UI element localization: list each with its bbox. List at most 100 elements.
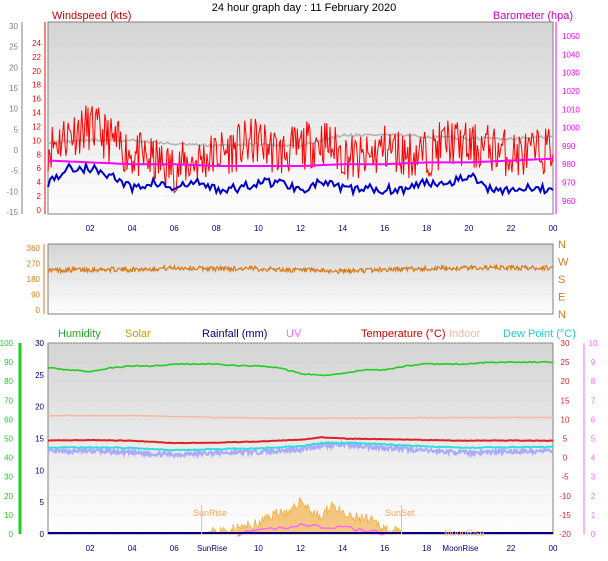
rainfall-tick-label: 10 <box>35 466 44 475</box>
uv-tick-label: 8 <box>591 377 596 386</box>
weather-series <box>47 360 554 537</box>
uv-tick-label: 2 <box>591 492 596 501</box>
wind-outer-tick-label: -10 <box>6 187 18 196</box>
barometer-tick-label: 1040 <box>562 50 580 59</box>
wind-outer-tick-label: 20 <box>9 63 18 72</box>
direction-degree-axis: 360 270 180 90 0 <box>27 244 45 315</box>
humidity-tick-label: 30 <box>4 473 13 482</box>
wind-gust-line <box>47 105 554 194</box>
wind-outer-tick-label: 25 <box>9 43 18 52</box>
wind-outer-tick-label: -15 <box>6 208 18 217</box>
barometer-tick-label: 1000 <box>562 124 580 133</box>
temperature-axis: 30 25 20 15 10 5 0 -5 -10 -15 -20 <box>559 339 571 539</box>
wind-time-tick-label: 12 <box>296 224 305 233</box>
uv-tick-label: 0 <box>591 530 596 539</box>
weather-time-tick-label: 12 <box>296 544 305 553</box>
humidity-line <box>47 360 554 377</box>
wind-inner-tick-label: 18 <box>32 81 41 90</box>
weather-time-tick-label: 16 <box>380 544 389 553</box>
direction-tick-label: 90 <box>31 291 40 300</box>
wind-inner-tick-label: 8 <box>37 150 42 159</box>
wind-inner-tick-label: 4 <box>37 178 42 187</box>
wind-average-line <box>47 160 554 198</box>
wind-inner-tick-label: 20 <box>32 67 41 76</box>
wind-outer-tick-label: 10 <box>9 105 18 114</box>
direction-gridlines <box>48 247 553 311</box>
humidity-tick-label: 40 <box>4 454 13 463</box>
wind-time-tick-label: 04 <box>128 224 137 233</box>
humidity-tick-label: 60 <box>4 415 13 424</box>
uv-tick-label: 7 <box>591 396 596 405</box>
weather-time-tick-label: 00 <box>549 544 558 553</box>
compass-tick-label: W <box>558 257 569 269</box>
uv-tick-label: 10 <box>589 339 598 348</box>
sunset-marker-label: SunSet <box>385 508 415 518</box>
legend-solar: Solar <box>125 328 151 340</box>
wind-inner-tick-label: 12 <box>32 122 41 131</box>
uv-tick-label: 5 <box>591 435 596 444</box>
barometer-tick-label: 1030 <box>562 69 580 78</box>
weather-time-tick-label: SunRise <box>197 544 228 553</box>
barometer-tick-label: 1020 <box>562 87 580 96</box>
wind-time-tick-label: 18 <box>422 224 431 233</box>
uv-tick-label: 1 <box>591 511 596 520</box>
barometer-line <box>47 157 554 167</box>
chart-title: 24 hour graph day : 11 February 2020 <box>212 2 396 14</box>
barometer-axis: 1050 1040 1030 1020 1010 1000 990 980 970 960 <box>555 22 580 214</box>
weather-time-tick-label: 06 <box>170 544 179 553</box>
direction-series <box>47 263 554 275</box>
wind-inner-tick-label: 24 <box>32 39 41 48</box>
legend-rainfall: Rainfall (mm) <box>202 328 267 340</box>
legend-indoor: Indoor <box>449 328 481 340</box>
uv-tick-label: 4 <box>591 454 596 463</box>
wind-outer-tick-label: 5 <box>14 125 19 134</box>
temperature-tick-label: 5 <box>563 435 568 444</box>
weather-time-tick-label: 10 <box>254 544 263 553</box>
legend-temperature: Temperature (°C) <box>361 328 445 340</box>
uv-line <box>237 522 385 537</box>
legend-dewpoint: Dew Point (°C) <box>503 328 576 340</box>
wind-time-tick-label: 20 <box>464 224 473 233</box>
wind-inner-tick-label: 16 <box>32 95 41 104</box>
wind-time-tick-label: 14 <box>338 224 347 233</box>
humidity-tick-label: 90 <box>4 358 13 367</box>
barometer-tick-label: 1010 <box>562 105 580 114</box>
wind-time-tick-label: 08 <box>212 224 221 233</box>
dewpoint-band-line <box>47 439 554 460</box>
temperature-tick-label: 0 <box>563 454 568 463</box>
indoor-line <box>47 414 554 420</box>
wind-time-tick-label: 22 <box>506 224 515 233</box>
uv-tick-label: 3 <box>591 473 596 482</box>
barometer-tick-label: 970 <box>562 179 576 188</box>
wind-time-tick-label: 16 <box>380 224 389 233</box>
humidity-tick-label: 0 <box>9 530 14 539</box>
rainfall-tick-label: 30 <box>35 339 44 348</box>
rainfall-tick-label: 5 <box>40 498 45 507</box>
temperature-tick-label: 30 <box>561 339 570 348</box>
compass-tick-label: S <box>558 274 565 286</box>
humidity-tick-label: 20 <box>4 492 13 501</box>
temperature-tick-label: 10 <box>561 415 570 424</box>
wind-inner-tick-label: 22 <box>32 53 41 62</box>
wind-time-tick-label: 00 <box>549 224 558 233</box>
wind-outer-tick-label: -5 <box>11 167 19 176</box>
wind-time-tick-label: 06 <box>170 224 179 233</box>
humidity-tick-label: 50 <box>4 435 13 444</box>
wind-outer-tick-label: 30 <box>9 22 18 31</box>
weather-time-tick-label: 04 <box>128 544 137 553</box>
temperature-tick-label: -5 <box>561 473 569 482</box>
rainfall-tick-label: 0 <box>40 530 45 539</box>
weather-legend: Humidity Solar Rainfall (mm) UV Temperat… <box>58 328 576 340</box>
humidity-tick-label: 70 <box>4 396 13 405</box>
humidity-tick-label: 100 <box>0 339 14 348</box>
direction-tick-label: 270 <box>27 260 41 269</box>
legend-humidity: Humidity <box>58 328 101 340</box>
wind-time-axis: 02 04 06 08 10 12 14 16 18 20 22 00 <box>86 224 558 233</box>
rainfall-tick-label: 15 <box>35 435 44 444</box>
wind-outer-axis: 30 25 20 15 10 5 0 -5 -10 -15 <box>6 22 23 217</box>
